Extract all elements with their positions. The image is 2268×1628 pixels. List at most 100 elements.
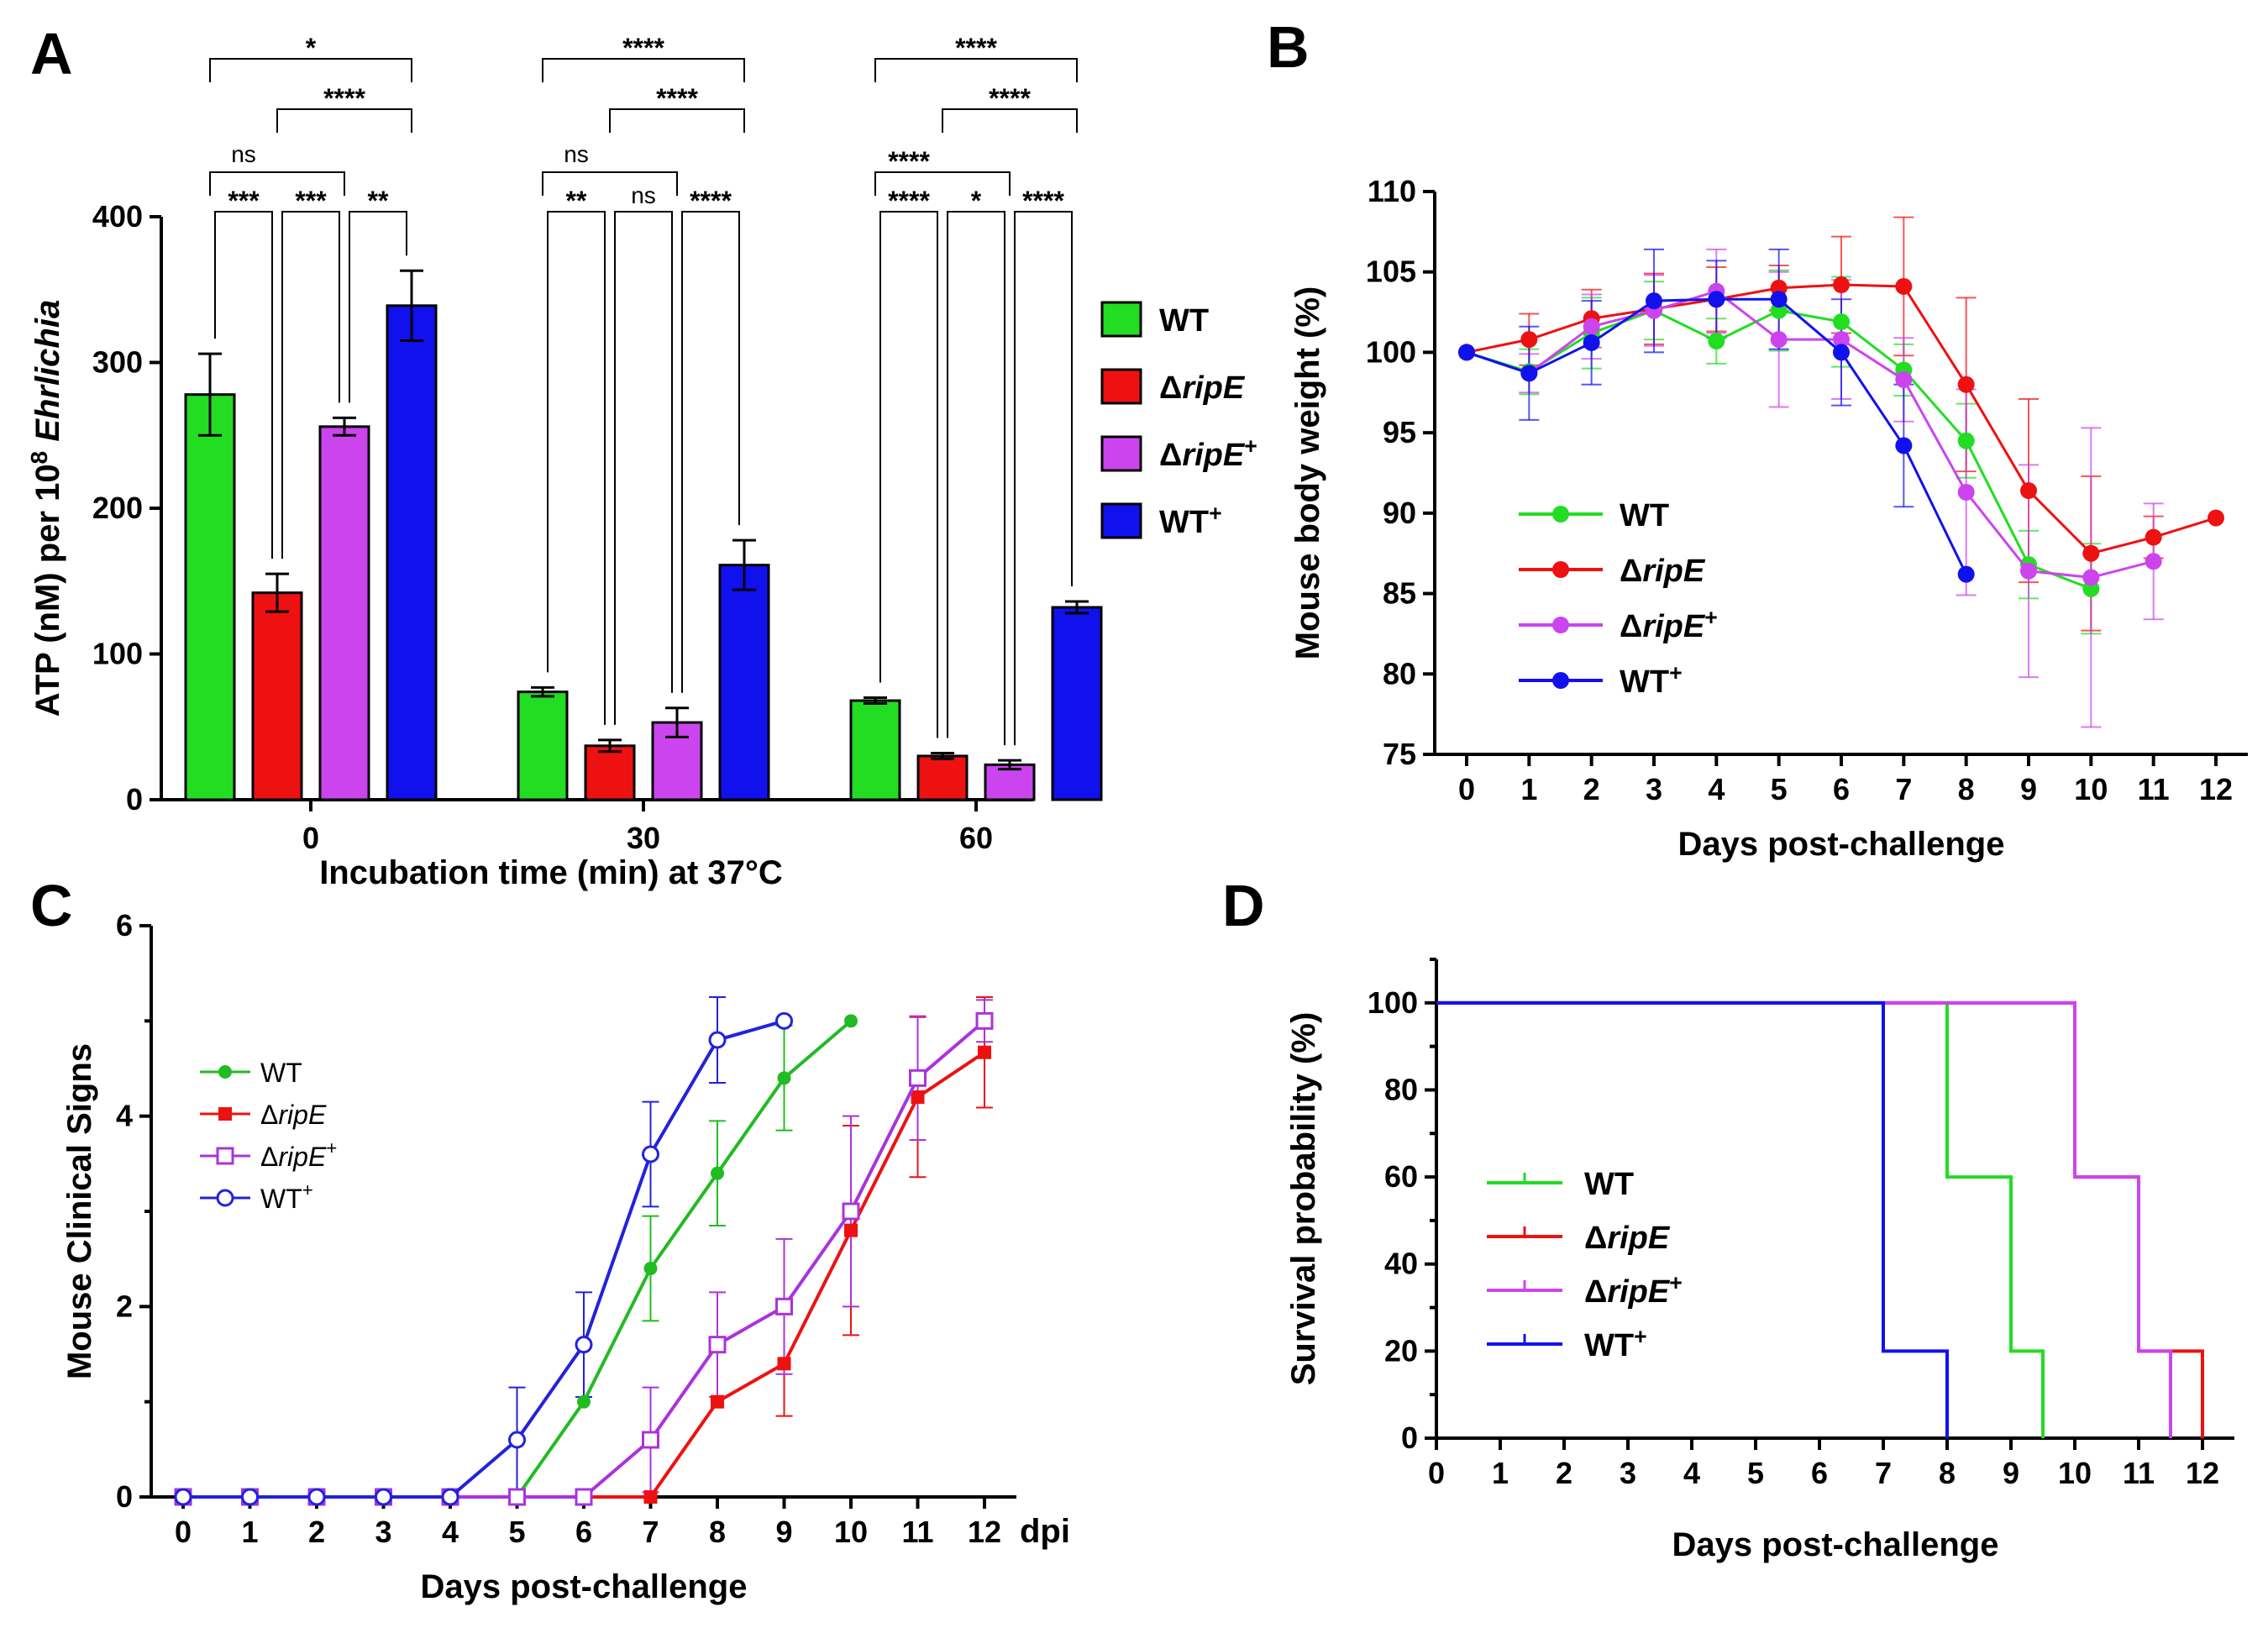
x-tick-label: 12 bbox=[968, 1515, 1001, 1549]
significance-bracket bbox=[209, 58, 412, 82]
data-point bbox=[1957, 565, 1975, 583]
legend-marker bbox=[1552, 617, 1569, 633]
significance-bracket bbox=[879, 211, 938, 738]
significance-label: **** bbox=[888, 146, 930, 176]
y-tick-label: 75 bbox=[1383, 737, 1416, 771]
data-point bbox=[777, 1357, 791, 1371]
x-tick-label: 30 bbox=[627, 821, 660, 855]
legend-label: WT+ bbox=[1620, 660, 1683, 700]
bar bbox=[849, 699, 901, 801]
x-tick-label: 11 bbox=[901, 1515, 933, 1549]
legend-label: ΔripE bbox=[1584, 1221, 1671, 1256]
data-point bbox=[909, 1069, 927, 1087]
legend-label: WT+ bbox=[1584, 1324, 1647, 1363]
significance-bracket bbox=[942, 108, 1078, 133]
bar bbox=[1051, 606, 1103, 801]
legend-swatch bbox=[1100, 301, 1142, 338]
data-point bbox=[1646, 292, 1662, 310]
legend-swatch bbox=[1100, 435, 1142, 472]
significance-bracket bbox=[349, 211, 407, 403]
data-point bbox=[844, 1014, 858, 1028]
legend-marker bbox=[216, 1189, 234, 1207]
significance-bracket bbox=[276, 108, 412, 133]
y-tick-label: 2 bbox=[116, 1289, 133, 1323]
data-point bbox=[1770, 291, 1788, 308]
survival-step-line bbox=[1436, 1000, 2204, 1438]
data-point bbox=[2145, 553, 2162, 570]
data-point bbox=[1833, 344, 1850, 361]
data-point bbox=[1895, 437, 1913, 454]
data-point bbox=[2208, 509, 2224, 527]
significance-label: **** bbox=[656, 83, 698, 113]
y-tick-label: 80 bbox=[1383, 656, 1416, 691]
significance-bracket bbox=[1014, 211, 1073, 746]
legend-label: WT bbox=[260, 1058, 302, 1088]
y-tick-label: 105 bbox=[1366, 255, 1416, 289]
y-tick-label: 300 bbox=[92, 345, 143, 380]
significance-bracket bbox=[547, 211, 606, 725]
significance-bracket bbox=[214, 211, 273, 559]
data-point bbox=[2082, 544, 2100, 562]
x-tick-label: 7 bbox=[1895, 772, 1912, 806]
x-tick-label: 6 bbox=[1833, 772, 1850, 806]
y-tick-label: 400 bbox=[92, 199, 143, 234]
data-point bbox=[708, 1031, 727, 1049]
x-tick-label: 7 bbox=[1875, 1456, 1892, 1490]
x-tick-label: 1 bbox=[1492, 1456, 1509, 1490]
bar bbox=[718, 564, 770, 801]
y-tick-label: 0 bbox=[126, 782, 143, 817]
legend-marker bbox=[1552, 506, 1569, 523]
y-tick-label: 100 bbox=[92, 637, 143, 671]
y-tick-label: 6 bbox=[116, 908, 133, 943]
significance-label: **** bbox=[888, 186, 930, 216]
x-tick-label: 0 bbox=[175, 1515, 192, 1549]
significance-label: * bbox=[306, 33, 317, 63]
x-tick-label: 0 bbox=[1428, 1456, 1445, 1490]
x-tick-label: 9 bbox=[2003, 1456, 2019, 1490]
y-tick-label: 100 bbox=[1368, 985, 1418, 1020]
significance-bracket bbox=[542, 58, 745, 82]
x-tick-label: 12 bbox=[2186, 1456, 2219, 1490]
legend-label: ΔripE bbox=[260, 1100, 327, 1130]
x-tick-label: 5 bbox=[1747, 1456, 1764, 1490]
x-tick-label: 1 bbox=[241, 1515, 258, 1549]
significance-bracket bbox=[542, 171, 678, 196]
data-point bbox=[844, 1223, 858, 1237]
data-point bbox=[775, 1011, 793, 1030]
significance-bracket bbox=[209, 171, 345, 196]
panel-label-b: B bbox=[1267, 14, 1310, 80]
y-tick-label: 100 bbox=[1366, 334, 1416, 369]
x-tick-label: 5 bbox=[508, 1515, 525, 1549]
x-axis-label: Days post-challenge bbox=[1672, 1526, 1998, 1563]
x-tick-label: 11 bbox=[2138, 772, 2170, 806]
legend-marker bbox=[1552, 672, 1569, 689]
x-tick-label: 2 bbox=[1583, 772, 1600, 806]
x-tick-label: 0 bbox=[302, 821, 319, 855]
significance-bracket bbox=[874, 58, 1078, 82]
x-tick-label: 3 bbox=[1620, 1456, 1636, 1490]
x-tick-label: 8 bbox=[1939, 1456, 1956, 1490]
significance-label: **** bbox=[323, 83, 365, 113]
data-point bbox=[643, 1262, 658, 1275]
x-tick-label: 9 bbox=[775, 1515, 792, 1549]
x-tick-label: 12 bbox=[2199, 772, 2233, 806]
legend-label: WT+ bbox=[1159, 501, 1222, 540]
x-tick-label: 3 bbox=[1646, 772, 1662, 806]
data-point bbox=[508, 1488, 526, 1506]
significance-label: **** bbox=[989, 83, 1031, 113]
legend-label: ΔripE bbox=[1159, 370, 1246, 406]
significance-label: ns bbox=[631, 182, 656, 208]
bar bbox=[318, 425, 370, 801]
data-point bbox=[441, 1488, 459, 1506]
legend-label: ΔripE+ bbox=[260, 1137, 337, 1172]
data-point bbox=[777, 1071, 791, 1085]
legend-marker bbox=[218, 1107, 232, 1121]
data-point bbox=[642, 1145, 659, 1163]
significance-label: **** bbox=[955, 33, 997, 63]
data-point bbox=[1583, 318, 1600, 335]
legend-label: WT bbox=[1584, 1167, 1634, 1202]
x-tick-label: 10 bbox=[834, 1515, 868, 1549]
x-tick-label: 7 bbox=[642, 1515, 659, 1549]
y-tick-label: 90 bbox=[1383, 496, 1416, 530]
legend-marker bbox=[216, 1147, 234, 1165]
